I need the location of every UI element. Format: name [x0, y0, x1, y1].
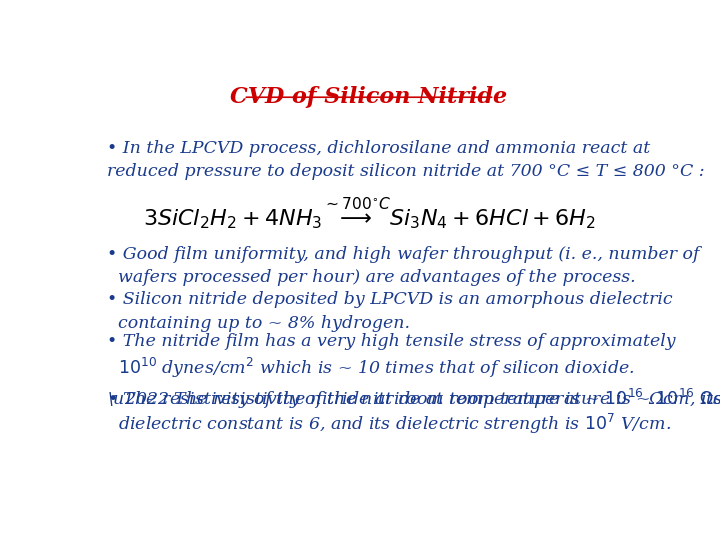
- Text: • Silicon nitride deposited by LPCVD is an amorphous dielectric
  containing up : • Silicon nitride deposited by LPCVD is …: [107, 292, 672, 332]
- Text: • In the LPCVD process, dichlorosilane and ammonia react at: • In the LPCVD process, dichlorosilane a…: [107, 140, 650, 157]
- Text: dielectric constant is 6, and its dielectric strength is $10^{7}$ V/cm.: dielectric constant is 6, and its dielec…: [107, 412, 671, 436]
- Text: • Good film uniformity, and high wafer throughput (i. e., number of
  wafers pro: • Good film uniformity, and high wafer t…: [107, 246, 699, 286]
- Text: CVD of Silicon Nitride: CVD of Silicon Nitride: [230, 85, 508, 107]
- Text: • The nitride film has a very high tensile stress of approximately: • The nitride film has a very high tensi…: [107, 333, 675, 350]
- Text: reduced pressure to deposit silicon nitride at 700 °C ≤ T ≤ 800 °C :: reduced pressure to deposit silicon nitr…: [107, 163, 704, 179]
- Text: • The resistivity of the nitride at room temperature is ~ $10^{16}$ Ωcm, its: • The resistivity of the nitride at room…: [107, 387, 720, 411]
- Text: $10^{10}$ dynes/cm$^{2}$ which is ~ 10 times that of silicon dioxide.: $10^{10}$ dynes/cm$^{2}$ which is ~ 10 t…: [107, 356, 634, 380]
- Text: \u2022 The resistivity of the nitride at room temperature is ~ $10^{16}$ $\Omega: \u2022 The resistivity of the nitride at…: [107, 387, 720, 411]
- Text: $3SiCl_2H_2 + 4NH_3 \overset{\sim 700^{\circ}C}{\longrightarrow} Si_3N_4 + 6HCl : $3SiCl_2H_2 + 4NH_3 \overset{\sim 700^{\…: [143, 196, 595, 232]
